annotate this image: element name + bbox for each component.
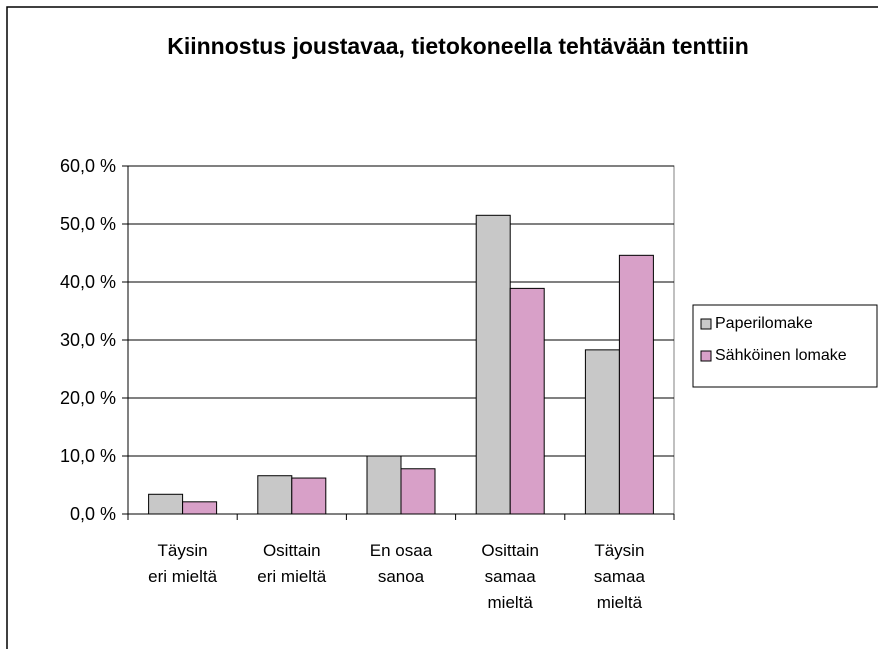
y-tick-label: 30,0 % [59,330,116,350]
bar [584,349,620,515]
bar [257,475,293,515]
x-tick-label: Täysin samaa mieltä [593,541,645,612]
bar [475,214,511,515]
y-tick-label: 60,0 % [59,156,116,176]
y-tick-label: 20,0 % [59,388,116,408]
x-tick-label: Täysin eri mieltä [148,541,218,586]
bar [182,501,218,515]
legend-swatch [700,318,712,330]
legend-swatch [700,350,712,362]
chart-title: Kiinnostus joustavaa, tietokoneella teht… [167,33,749,59]
legend-label: Paperilomake [715,315,813,332]
bar [400,468,436,515]
bar [291,477,327,515]
legend-label: Sähköinen lomake [715,347,847,364]
y-tick-label: 0,0 % [69,504,116,524]
y-tick-label: 10,0 % [59,446,116,466]
x-tick-label: Osittain eri mieltä [257,541,327,586]
x-tick-label: En osaa sanoa [369,541,433,586]
legend-box [692,304,878,388]
x-tick-label: Osittain samaa mieltä [481,541,539,612]
y-tick-label: 40,0 % [59,272,116,292]
bar [509,287,545,515]
chart-border [6,6,878,649]
y-tick-label: 50,0 % [59,214,116,234]
bar [148,493,184,515]
bar [618,254,654,515]
bar [366,455,402,515]
